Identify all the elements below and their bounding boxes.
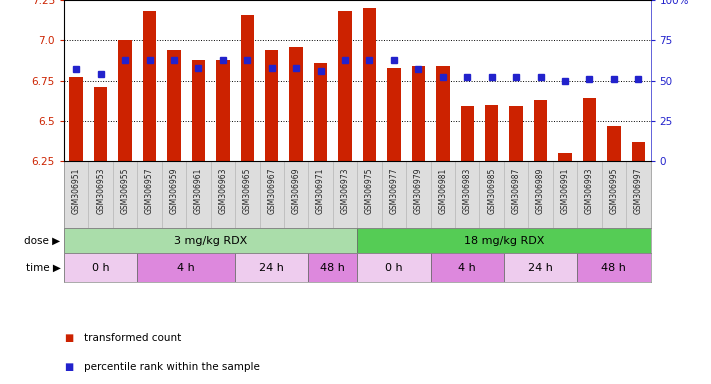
Text: GSM306957: GSM306957: [145, 168, 154, 215]
Text: GSM306961: GSM306961: [194, 168, 203, 214]
Bar: [167, 50, 181, 161]
Text: GSM306975: GSM306975: [365, 168, 374, 215]
Text: ■: ■: [64, 333, 73, 343]
Bar: [289, 47, 303, 161]
Text: 24 h: 24 h: [260, 263, 284, 273]
Text: time ▶: time ▶: [26, 263, 60, 273]
Bar: [64, 253, 137, 282]
Text: GSM306987: GSM306987: [512, 168, 520, 214]
Bar: [70, 78, 83, 161]
Text: GSM306991: GSM306991: [560, 168, 570, 214]
Text: 4 h: 4 h: [459, 263, 476, 273]
Bar: [461, 106, 474, 161]
Text: GSM306997: GSM306997: [634, 168, 643, 215]
Bar: [485, 105, 498, 161]
Text: GSM306989: GSM306989: [536, 168, 545, 214]
Bar: [504, 253, 577, 282]
Bar: [357, 228, 651, 253]
Bar: [338, 11, 352, 161]
Bar: [309, 253, 358, 282]
Bar: [534, 100, 547, 161]
Bar: [216, 60, 230, 161]
Text: GSM306983: GSM306983: [463, 168, 472, 214]
Bar: [143, 11, 156, 161]
Bar: [583, 98, 597, 161]
Text: GSM306965: GSM306965: [242, 168, 252, 215]
Bar: [137, 253, 235, 282]
Bar: [192, 60, 205, 161]
Bar: [577, 253, 651, 282]
Bar: [240, 15, 254, 161]
Text: GSM306971: GSM306971: [316, 168, 325, 214]
Text: GSM306993: GSM306993: [585, 168, 594, 215]
Text: 3 mg/kg RDX: 3 mg/kg RDX: [174, 236, 247, 246]
Bar: [64, 228, 358, 253]
Bar: [94, 87, 107, 161]
Bar: [235, 253, 309, 282]
Text: 18 mg/kg RDX: 18 mg/kg RDX: [464, 236, 544, 246]
Bar: [607, 126, 621, 161]
Bar: [314, 63, 327, 161]
Text: GSM306979: GSM306979: [414, 168, 423, 215]
Text: percentile rank within the sample: percentile rank within the sample: [84, 362, 260, 372]
Text: ■: ■: [64, 362, 73, 372]
Text: GSM306977: GSM306977: [390, 168, 398, 215]
Text: transformed count: transformed count: [84, 333, 181, 343]
Text: 48 h: 48 h: [602, 263, 626, 273]
Text: GSM306953: GSM306953: [96, 168, 105, 215]
Bar: [265, 50, 279, 161]
Text: GSM306951: GSM306951: [72, 168, 81, 214]
Bar: [412, 66, 425, 161]
Bar: [558, 153, 572, 161]
Text: GSM306967: GSM306967: [267, 168, 277, 215]
Text: 4 h: 4 h: [177, 263, 195, 273]
Bar: [436, 66, 449, 161]
Bar: [431, 253, 504, 282]
Text: GSM306995: GSM306995: [609, 168, 619, 215]
Text: GSM306955: GSM306955: [121, 168, 129, 215]
Text: 24 h: 24 h: [528, 263, 553, 273]
Text: GSM306963: GSM306963: [218, 168, 228, 215]
Text: GSM306973: GSM306973: [341, 168, 350, 215]
Bar: [118, 40, 132, 161]
Bar: [387, 68, 401, 161]
Text: GSM306959: GSM306959: [169, 168, 178, 215]
Text: 0 h: 0 h: [385, 263, 402, 273]
Bar: [631, 142, 645, 161]
Bar: [509, 106, 523, 161]
Text: GSM306981: GSM306981: [438, 168, 447, 214]
Text: 0 h: 0 h: [92, 263, 109, 273]
Text: GSM306969: GSM306969: [292, 168, 301, 215]
Bar: [363, 8, 376, 161]
Text: dose ▶: dose ▶: [24, 236, 60, 246]
Text: 48 h: 48 h: [321, 263, 346, 273]
Text: GSM306985: GSM306985: [487, 168, 496, 214]
Bar: [357, 253, 431, 282]
